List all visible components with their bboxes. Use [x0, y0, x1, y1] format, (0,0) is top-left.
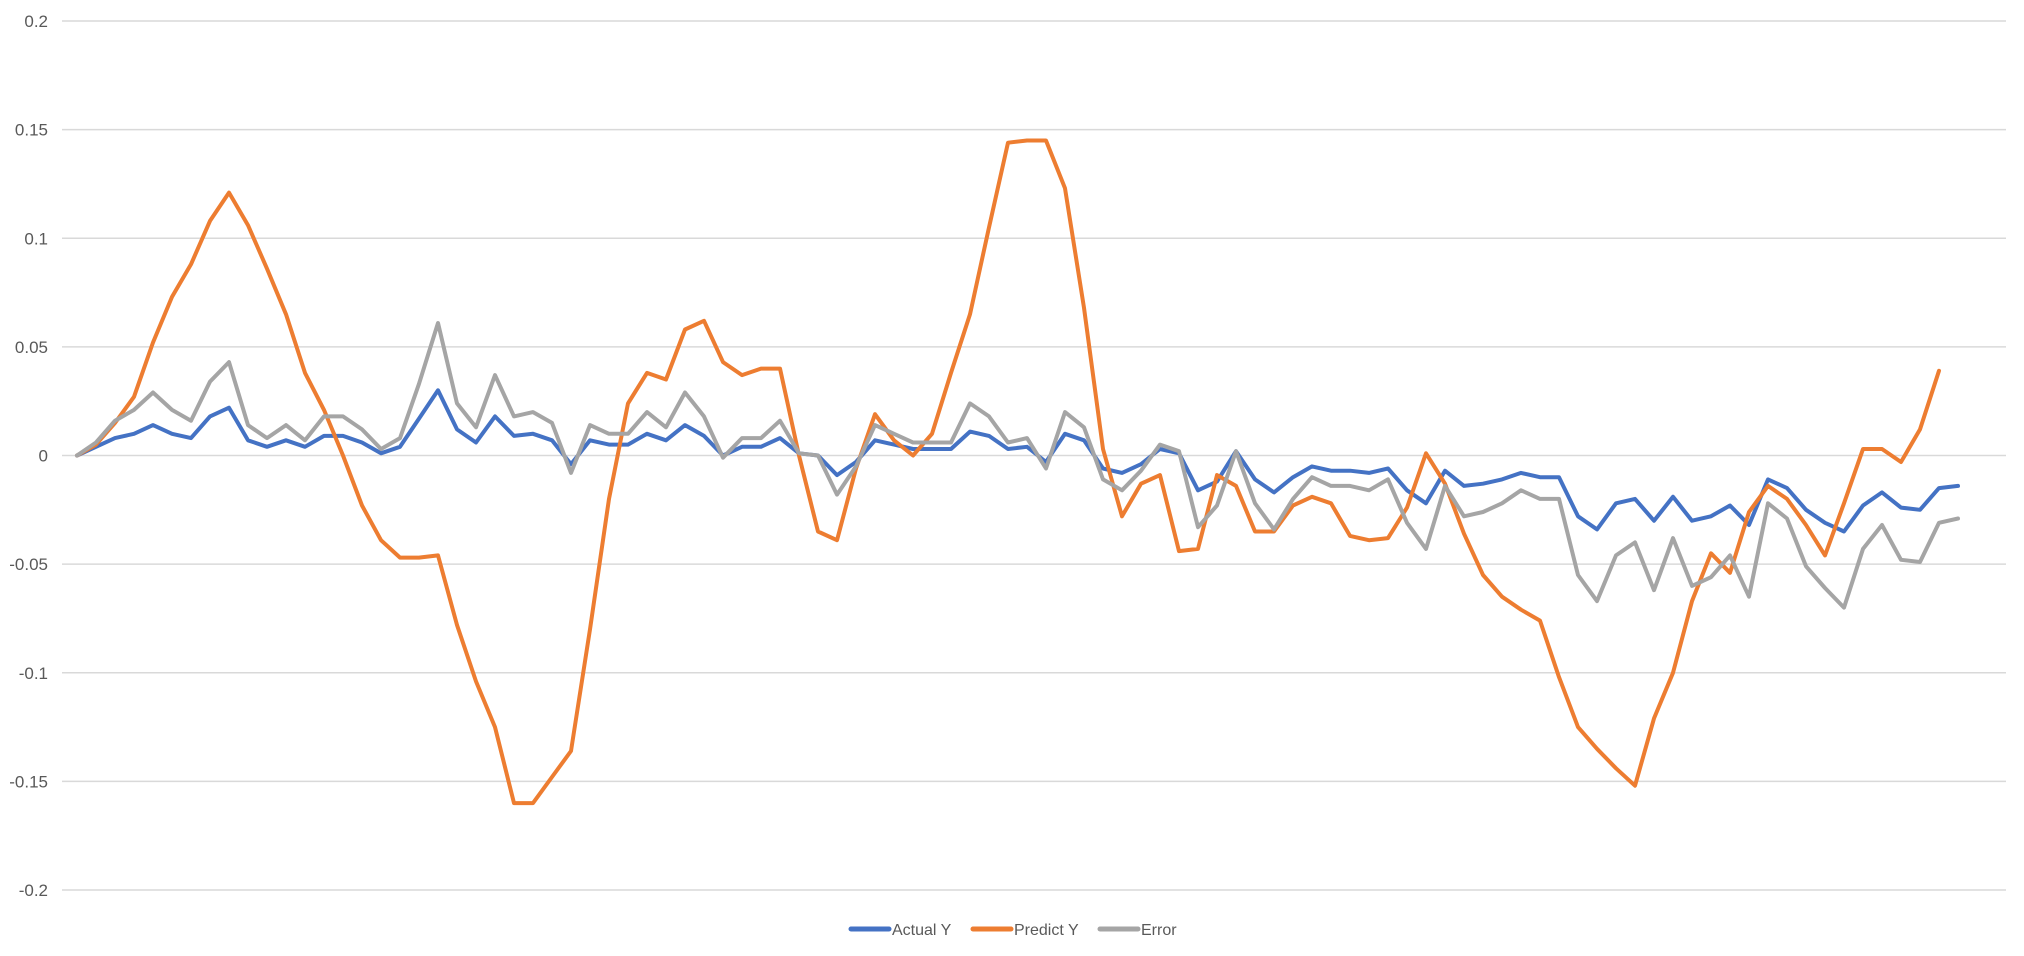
- series-line-error: [75, 321, 1960, 610]
- series-lines: [75, 138, 1960, 806]
- y-tick-label: -0.15: [9, 772, 48, 791]
- y-tick-label: -0.2: [19, 881, 48, 900]
- series-line-predict-y: [75, 138, 1941, 806]
- legend-label: Actual Y: [892, 922, 952, 939]
- y-tick-label: 0.15: [15, 121, 48, 140]
- legend-label: Predict Y: [1014, 922, 1079, 939]
- y-axis-tick-labels: 0.2 0.15 0.1 0.05 0 -0.05 -0.1 -0.15 -0.2: [9, 12, 48, 900]
- y-tick-label: -0.05: [9, 555, 48, 574]
- legend: Actual Y Predict Y Error: [848, 922, 1177, 939]
- y-tick-label: 0.05: [15, 338, 48, 357]
- y-tick-label: 0: [39, 447, 48, 466]
- y-tick-label: 0.1: [24, 229, 48, 248]
- series-line-actual-y: [75, 388, 1960, 534]
- legend-label: Error: [1141, 922, 1177, 939]
- y-tick-label: -0.1: [19, 664, 48, 683]
- gridlines: [62, 20, 2006, 891]
- y-tick-label: 0.2: [24, 12, 48, 31]
